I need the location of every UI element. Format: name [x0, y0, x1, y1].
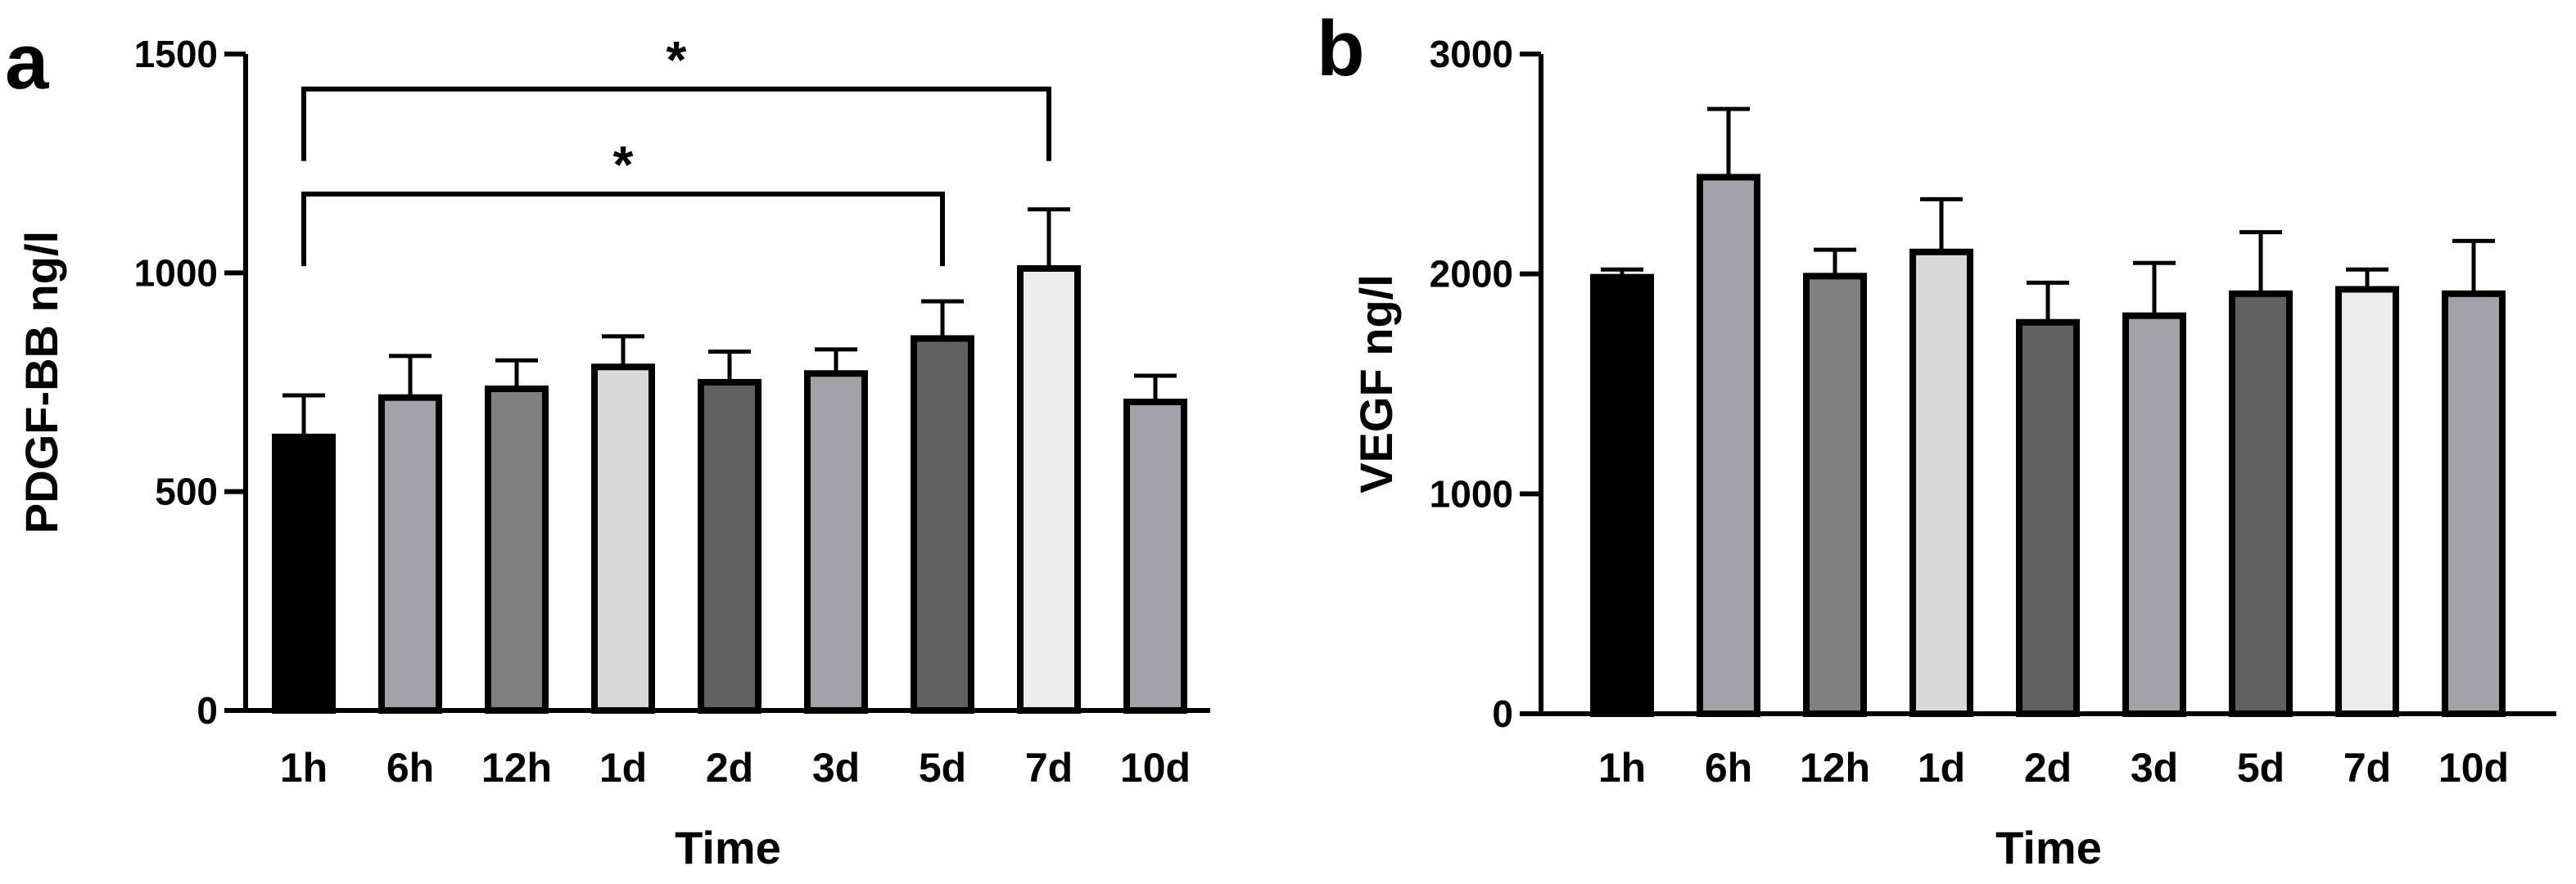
- bar: [272, 433, 336, 714]
- bar: [2335, 286, 2399, 717]
- panel-a: a 0 500 1000 1500 1h 6h 12h 1d 2d 3d 5d 7d 10d Time PDG…: [5, 18, 1210, 873]
- y-tick-label: 0: [1492, 692, 1513, 735]
- x-tick-label: 10d: [2438, 745, 2509, 791]
- bar: [1697, 174, 1760, 718]
- y-tick-label: 0: [197, 689, 218, 732]
- x-tick-label: 10d: [1120, 745, 1191, 791]
- bar: [1909, 248, 1973, 717]
- x-tick-label: 5d: [919, 745, 966, 791]
- bar: [1803, 273, 1867, 717]
- significance-star: *: [613, 135, 634, 194]
- x-tick-label: 1d: [1918, 745, 1965, 791]
- y-tick-label: 1000: [134, 251, 218, 294]
- bar: [911, 335, 974, 714]
- y-axis-title: PDGF-BB ng/l: [16, 231, 67, 534]
- x-tick-label: 3d: [2131, 745, 2178, 791]
- y-tick-label: 1500: [134, 33, 218, 75]
- bar: [2016, 318, 2080, 717]
- bar: [1017, 264, 1081, 714]
- significance-star: *: [667, 30, 687, 89]
- bar: [804, 370, 868, 714]
- bar: [2229, 290, 2293, 717]
- x-tick-label: 6h: [386, 745, 434, 791]
- y-tick-label: 3000: [1430, 33, 1513, 75]
- panel-letter: a: [5, 18, 49, 106]
- x-tick-label: 1d: [599, 745, 647, 791]
- y-tick-label: 1000: [1430, 472, 1513, 515]
- x-axis-title: Time: [1995, 822, 2102, 873]
- bar: [1590, 273, 1654, 717]
- bar: [2442, 290, 2506, 717]
- bar: [698, 379, 762, 714]
- x-tick-label: 7d: [1025, 745, 1073, 791]
- x-tick-label: 7d: [2343, 745, 2391, 791]
- panel-letter: b: [1317, 5, 1365, 92]
- y-axis-title: VEGF ng/l: [1350, 274, 1402, 494]
- significance-bracket: [301, 86, 1051, 161]
- bar: [1123, 399, 1187, 714]
- x-tick-label: 1h: [280, 745, 328, 791]
- x-axis-title: Time: [675, 822, 781, 873]
- x-tick-label: 2d: [2024, 745, 2072, 791]
- bar: [485, 386, 549, 714]
- x-tick-label: 2d: [706, 745, 753, 791]
- x-tick-label: 1h: [1598, 745, 1646, 791]
- y-tick-label: 500: [155, 471, 218, 513]
- y-tick-label: 2000: [1430, 253, 1513, 295]
- bar: [2122, 312, 2186, 717]
- x-tick-label: 6h: [1705, 745, 1752, 791]
- x-tick-label: 3d: [812, 745, 860, 791]
- panel-b: b 0 1000 2000 3000 1h 6h 12h 1d 2d 3d 5d 7d 10d Time VE…: [1317, 5, 2556, 873]
- bar: [591, 363, 655, 714]
- x-tick-label: 12h: [1800, 745, 1870, 791]
- significance-bracket: [301, 192, 945, 267]
- x-tick-label: 5d: [2237, 745, 2285, 791]
- bar: [378, 394, 442, 714]
- x-tick-label: 12h: [481, 745, 552, 791]
